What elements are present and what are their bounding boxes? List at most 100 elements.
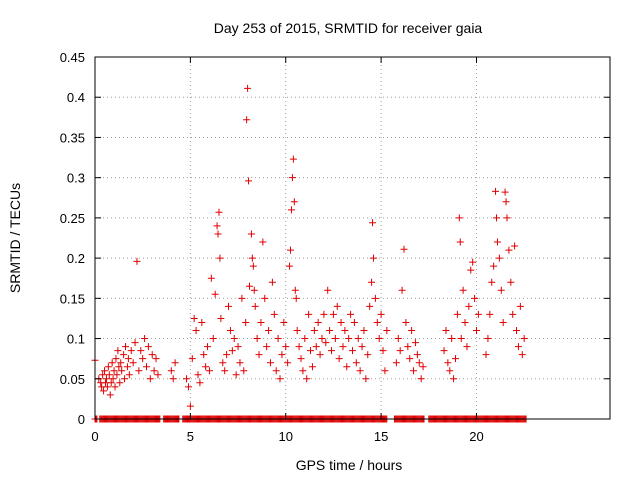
data-point xyxy=(450,375,458,383)
data-point xyxy=(122,343,130,351)
data-point xyxy=(219,359,227,367)
data-point xyxy=(453,310,461,318)
data-point xyxy=(291,286,299,294)
data-point xyxy=(396,347,404,355)
data-point xyxy=(247,230,255,238)
data-point xyxy=(402,318,410,326)
data-point xyxy=(150,367,158,375)
data-point xyxy=(490,262,498,270)
data-point xyxy=(329,310,337,318)
data-point xyxy=(152,355,160,363)
data-point xyxy=(520,335,528,343)
data-point xyxy=(129,359,137,367)
data-point xyxy=(305,310,313,318)
x-axis-label: GPS time / hours xyxy=(296,457,403,473)
data-point xyxy=(333,302,341,310)
data-point xyxy=(204,343,212,351)
data-point xyxy=(259,238,267,246)
y-tick-label: 0.2 xyxy=(67,251,85,266)
data-point xyxy=(308,363,316,371)
data-point xyxy=(400,245,408,253)
data-point xyxy=(120,351,128,359)
data-point xyxy=(497,286,505,294)
chart-title: Day 253 of 2015, SRMTID for receiver gai… xyxy=(214,20,483,36)
data-point xyxy=(505,246,513,254)
data-point xyxy=(331,335,339,343)
data-point xyxy=(198,318,206,326)
data-point xyxy=(413,351,421,359)
data-point xyxy=(205,367,213,375)
x-tick-label: 10 xyxy=(279,429,293,444)
data-point xyxy=(133,257,141,265)
data-point xyxy=(352,359,360,367)
data-point xyxy=(356,367,364,375)
data-point xyxy=(516,302,524,310)
x-tick-label: 5 xyxy=(187,429,194,444)
data-point xyxy=(465,302,473,310)
data-point xyxy=(272,367,280,375)
data-point xyxy=(207,274,215,282)
data-point xyxy=(236,359,244,367)
data-point xyxy=(102,375,110,383)
y-tick-label: 0.4 xyxy=(67,90,85,105)
data-point xyxy=(274,335,282,343)
y-tick-label: 0.3 xyxy=(67,171,85,186)
data-point xyxy=(371,294,379,302)
y-tick-label: 0.15 xyxy=(60,291,85,306)
data-point xyxy=(154,371,162,379)
data-point xyxy=(251,302,259,310)
data-point xyxy=(104,363,112,371)
data-point xyxy=(398,286,406,294)
data-point xyxy=(318,335,326,343)
data-point xyxy=(287,246,295,254)
y-tick-label: 0.45 xyxy=(60,50,85,65)
data-point xyxy=(169,375,177,383)
data-point xyxy=(368,278,376,286)
data-point xyxy=(113,371,121,379)
data-point xyxy=(125,371,133,379)
data-point xyxy=(463,343,471,351)
data-point xyxy=(148,351,156,359)
data-point xyxy=(339,343,347,351)
data-point xyxy=(513,327,521,335)
data-point xyxy=(105,371,113,379)
data-point xyxy=(415,359,423,367)
data-point xyxy=(171,359,179,367)
data-point xyxy=(457,335,465,343)
data-point xyxy=(358,343,366,351)
data-point xyxy=(270,310,278,318)
y-tick-label: 0.35 xyxy=(60,130,85,145)
data-point xyxy=(101,367,109,375)
data-point xyxy=(335,355,343,363)
data-point xyxy=(230,335,238,343)
data-point xyxy=(362,375,370,383)
data-point xyxy=(316,351,324,359)
data-point xyxy=(488,278,496,286)
data-point xyxy=(369,219,377,227)
data-point xyxy=(377,310,385,318)
data-point xyxy=(337,318,345,326)
data-point xyxy=(238,294,246,302)
y-axis-label: SRMTID / TECUs xyxy=(7,183,23,293)
data-point xyxy=(442,327,450,335)
data-point xyxy=(456,238,464,246)
data-point xyxy=(215,208,223,216)
data-point xyxy=(381,367,389,375)
data-point xyxy=(461,318,469,326)
data-point xyxy=(278,351,286,359)
data-point xyxy=(307,347,315,355)
data-point xyxy=(287,206,295,214)
data-point xyxy=(214,230,222,238)
data-point xyxy=(314,318,322,326)
axis-ticks: 0 5 10 15 20 0 0.05 0.1 0.15 0.2 0.25 0.3 0.35 0.4 0.4… xyxy=(60,50,610,444)
data-point xyxy=(123,363,131,371)
data-point xyxy=(408,327,416,335)
data-point xyxy=(245,177,253,185)
data-point xyxy=(493,238,501,246)
data-point xyxy=(350,318,358,326)
data-point xyxy=(223,351,231,359)
data-point xyxy=(110,367,118,375)
data-point xyxy=(108,359,116,367)
